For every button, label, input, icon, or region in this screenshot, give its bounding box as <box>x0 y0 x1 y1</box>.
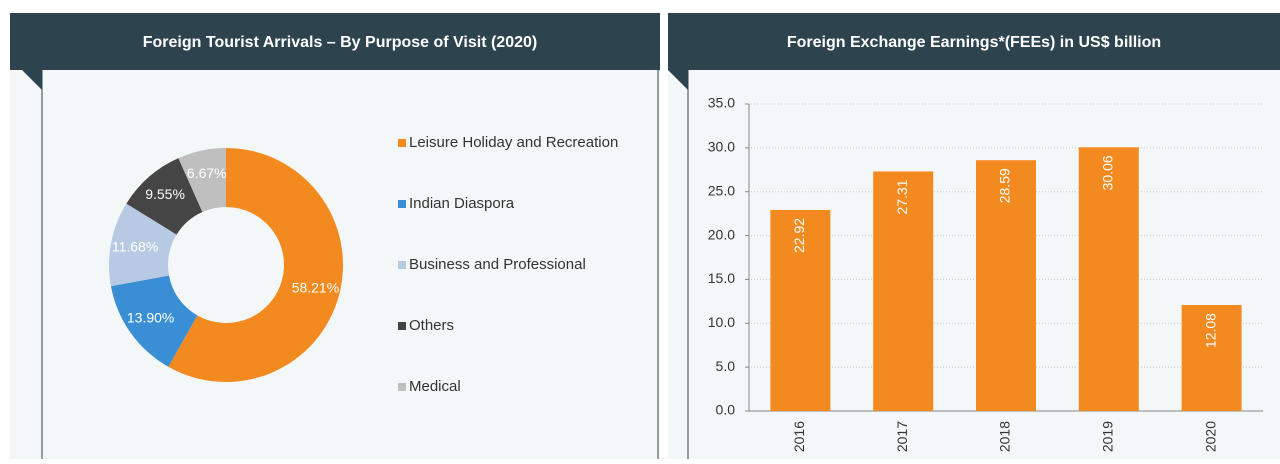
y-tick-label: 35.0 <box>708 95 735 111</box>
bar <box>873 171 934 411</box>
legend-label: Medical <box>409 378 461 395</box>
legend-swatch <box>398 261 406 269</box>
right-title: Foreign Exchange Earnings*(FEEs) in US$ … <box>787 34 1161 51</box>
x-tick-label: 2016 <box>791 421 807 452</box>
bar-label: 12.08 <box>1202 313 1218 348</box>
y-tick-label: 30.0 <box>708 139 735 155</box>
y-tick-label: 10.0 <box>708 314 735 330</box>
x-tick-label: 2018 <box>997 421 1013 452</box>
bar-label: 27.31 <box>894 179 910 214</box>
bar <box>976 160 1036 411</box>
donut-slice <box>168 148 343 383</box>
slice-label: 6.67% <box>187 165 227 181</box>
x-tick-label: 2019 <box>1100 421 1116 452</box>
y-tick-label: 0.0 <box>716 402 736 418</box>
donut-slice <box>110 275 198 367</box>
right-header <box>668 13 1280 70</box>
bar <box>1181 305 1242 411</box>
legend-label: Indian Diaspora <box>409 195 515 212</box>
slice-label: 9.55% <box>145 186 185 202</box>
slice-label: 11.68% <box>112 239 158 255</box>
bar <box>1078 147 1139 411</box>
x-tick-label: 2017 <box>894 421 910 452</box>
slice-label: 58.21% <box>292 279 339 295</box>
slice-label: 13.90% <box>127 309 174 325</box>
legend-swatch <box>398 322 406 330</box>
legend-swatch <box>398 200 406 208</box>
donut-slice <box>178 148 226 213</box>
y-tick-label: 5.0 <box>716 358 736 374</box>
bar-label: 22.92 <box>791 218 807 253</box>
legend-label: Business and Professional <box>409 256 586 273</box>
legend-swatch <box>398 139 406 147</box>
bar-label: 28.59 <box>997 168 1013 203</box>
header-fold <box>22 70 42 90</box>
y-tick-label: 20.0 <box>708 226 735 242</box>
donut-slice <box>109 203 177 287</box>
legend-swatch <box>398 383 406 391</box>
left-header <box>10 13 660 70</box>
y-tick-label: 15.0 <box>708 270 735 286</box>
donut-slice <box>126 158 203 235</box>
legend-label: Others <box>409 317 454 334</box>
legend-label: Leisure Holiday and Recreation <box>409 134 618 151</box>
x-tick-label: 2020 <box>1202 421 1218 452</box>
bar-label: 30.06 <box>1100 155 1116 190</box>
header-fold <box>668 70 688 90</box>
left-title: Foreign Tourist Arrivals – By Purpose of… <box>143 34 537 51</box>
bar <box>770 209 831 411</box>
y-tick-label: 25.0 <box>708 182 735 198</box>
